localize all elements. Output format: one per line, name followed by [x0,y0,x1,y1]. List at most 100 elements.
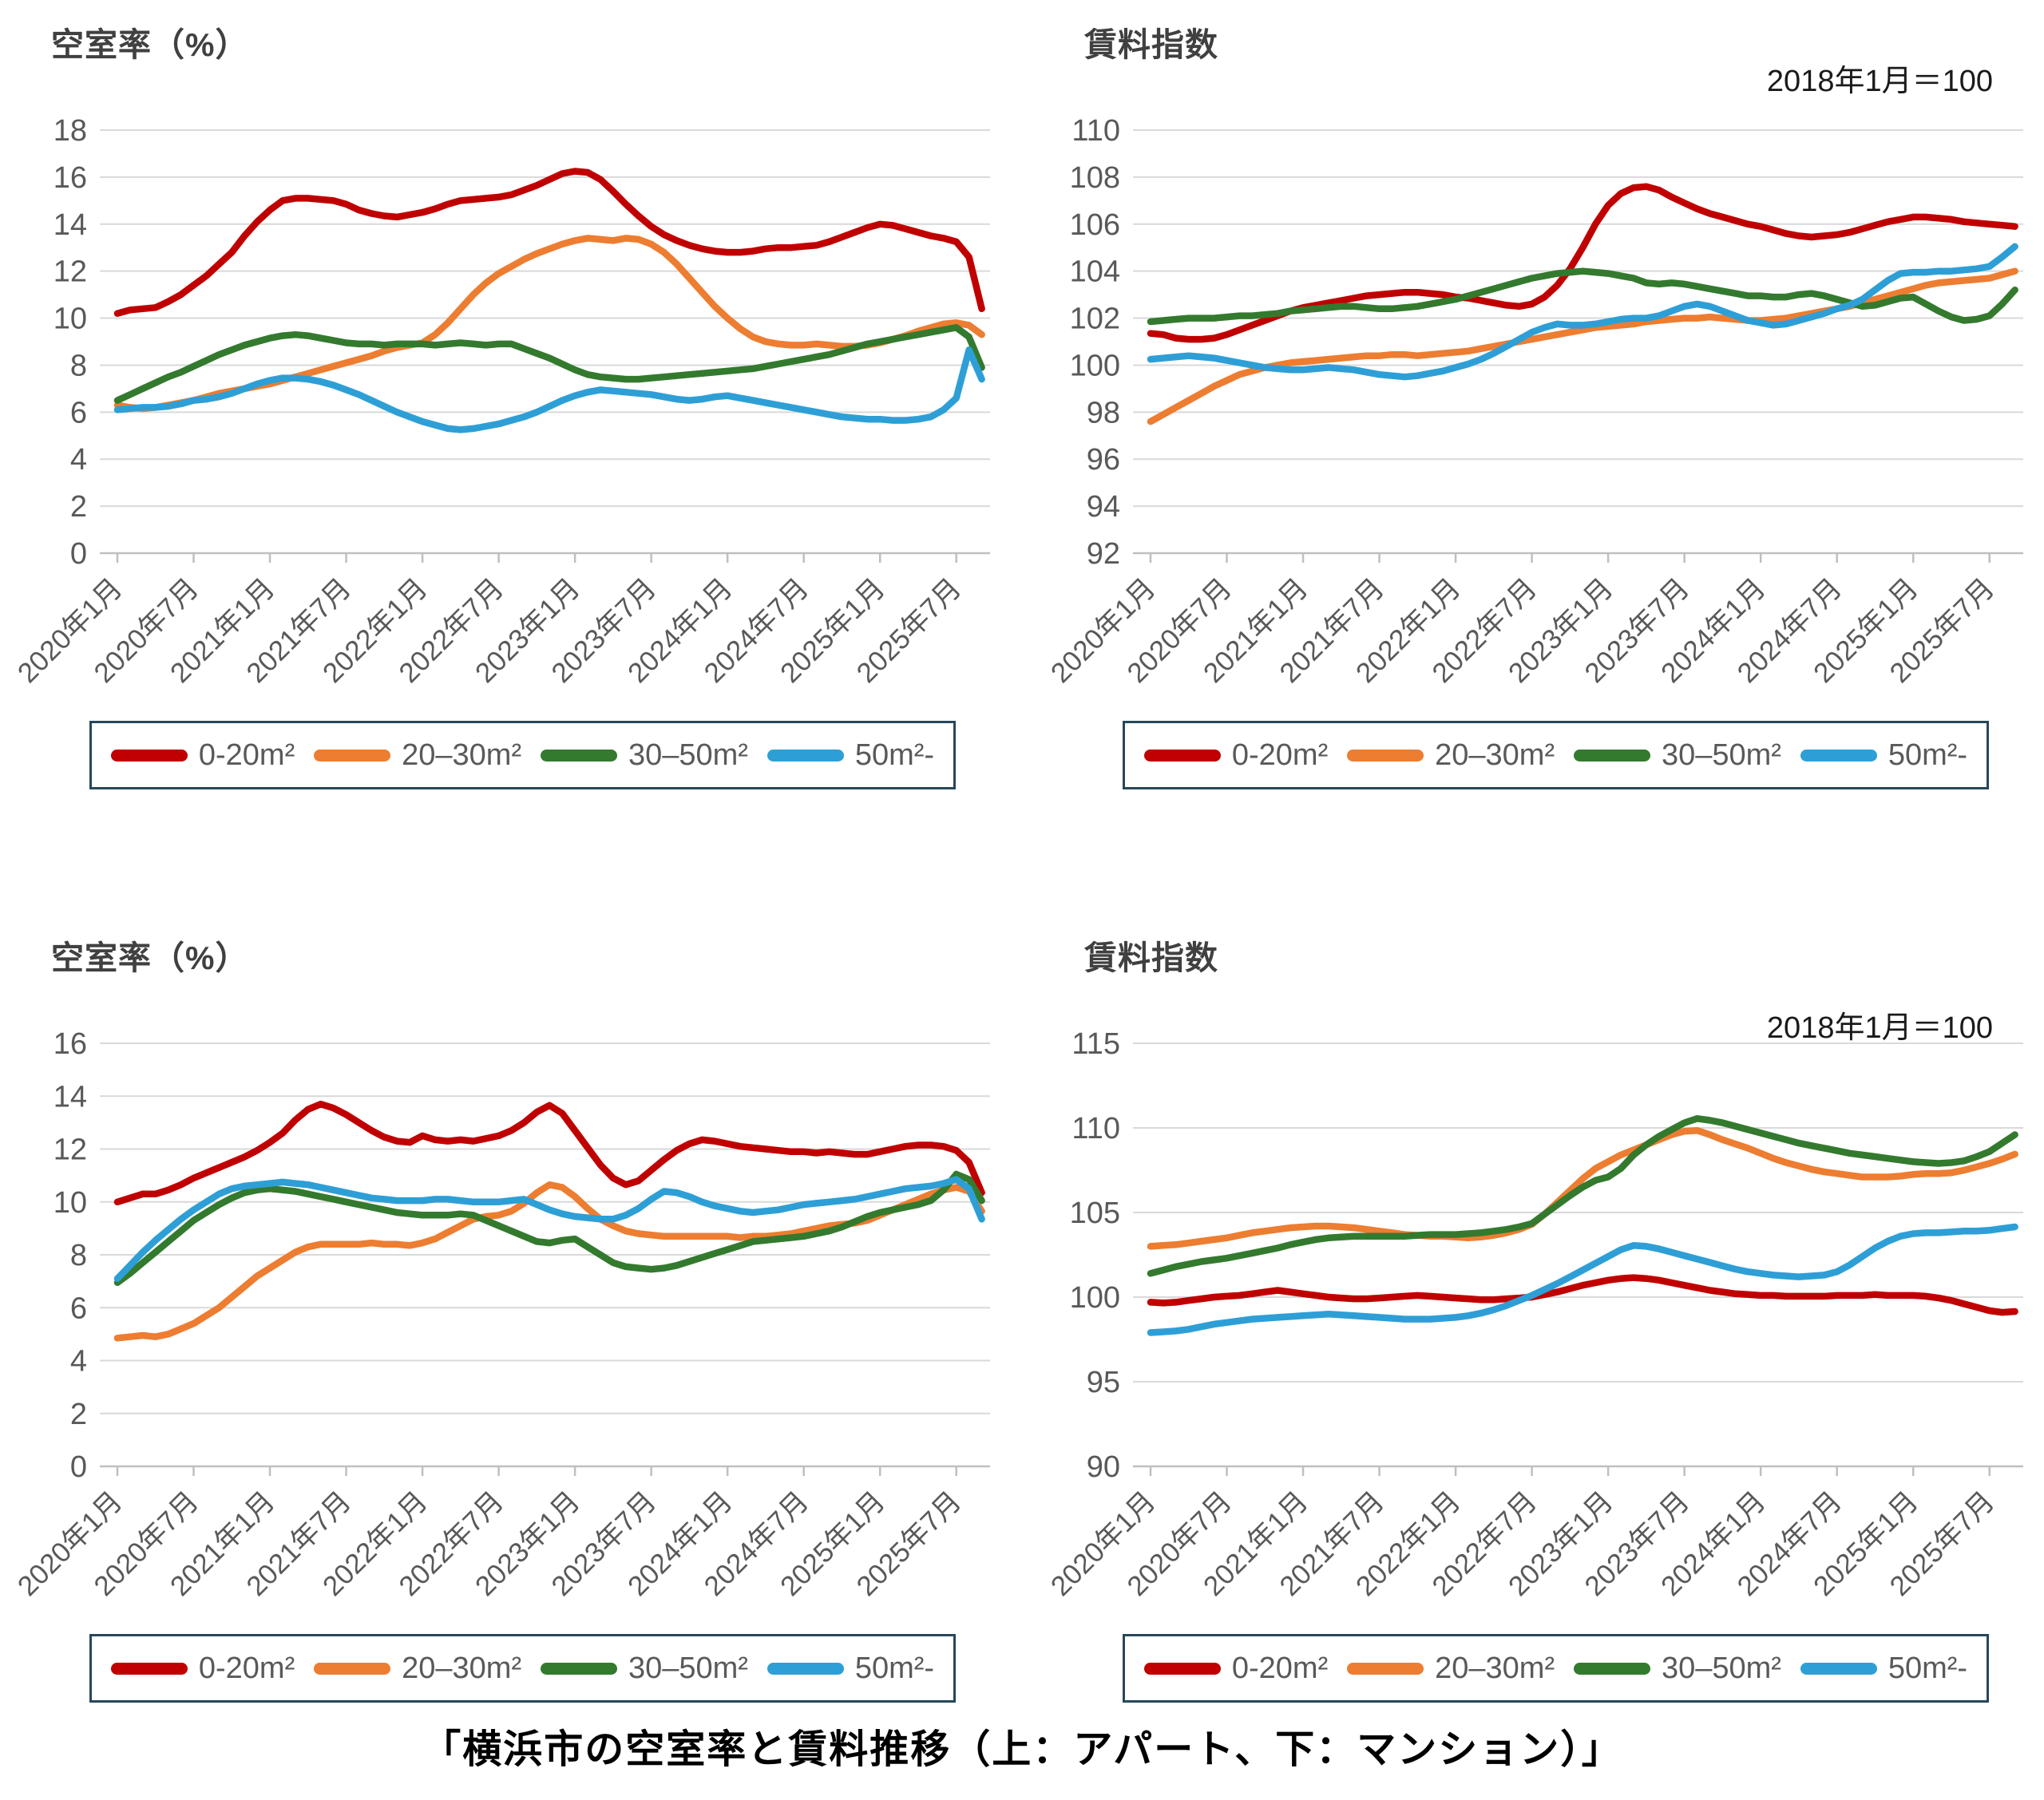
y-axis-tick-label: 2 [70,1398,87,1431]
legend-swatch-green [1573,1662,1650,1675]
y-axis-tick-label: 94 [1087,490,1120,524]
series-line-50m²- [113,1176,985,1283]
legend-label: 20–30m² [402,1651,522,1685]
series-line-0-20m² [113,1100,985,1206]
series-line-50m²- [1147,1223,2018,1336]
legend-label: 50m²- [1888,738,1968,772]
legend-swatch-orange [1347,1662,1424,1675]
legend-item-20–30m²: 20–30m² [1347,1652,1555,1686]
y-axis-tick-label: 102 [1070,303,1120,336]
legend-item-0-20m²: 0-20m² [110,1651,295,1686]
series-line-30–50m² [113,324,985,404]
legend-label: 20–30m² [402,738,522,772]
legend-label: 30–50m² [1661,738,1781,772]
y-axis-tick-label: 16 [53,1027,87,1061]
legend-item-20–30m²: 20–30m² [314,738,521,773]
chart-title-mansion-vacancy: 空室率（%） [51,940,249,976]
legend-item-0-20m²: 0-20m² [110,738,295,773]
legend-swatch-red [110,749,188,762]
y-axis-tick-label: 12 [53,1133,87,1167]
series-line-0-20m² [113,168,985,317]
chart-title-apartment-rent: 賃料指数 [1084,26,1218,63]
y-axis-tick-label: 92 [1087,537,1120,571]
series-line-50m²- [113,346,985,433]
legend-label: 0-20m² [1231,738,1329,772]
y-axis-tick-label: 8 [70,349,87,382]
series-line-20–30m² [1147,1126,2018,1250]
mansion-rent-plot: 90951001051101152020年1月2020年7月2021年1月202… [1045,1027,2023,1602]
series-line-20–30m² [1147,267,2018,425]
y-axis-tick-label: 6 [70,396,87,429]
y-axis-tick-label: 14 [53,208,87,242]
y-axis-tick-label: 110 [1072,1112,1120,1145]
panel-mansion-vacancy: 空室率（%） 0 2 4 6 8 10 12 14 16 2020年1月 2020年7月 2021年1… [10,920,1008,1726]
y-axis-tick-label: 4 [70,443,87,477]
legend-item-50m²-: 50m²- [1800,738,1967,773]
legend-label: 0-20m² [198,738,295,772]
y-axis-tick-label: 90 [1087,1450,1120,1484]
legend-apartment-vacancy: 0-20m² 20–30m² 30–50m² 50m²- [89,721,956,789]
y-axis-tick-label: 105 [1070,1197,1120,1230]
y-axis-tick-label: 96 [1087,443,1120,477]
legend-label: 50m²- [854,738,935,772]
legend-swatch-green [540,749,617,762]
legend-item-30–50m²: 30–50m² [540,1651,748,1686]
y-axis-tick-label: 14 [53,1080,87,1114]
series-line-0-20m² [1147,1274,2018,1316]
legend-swatch-blue [1800,749,1877,762]
y-axis-tick-label: 10 [53,303,87,336]
y-axis-tick-label: 10 [53,1186,87,1220]
y-axis-tick-label: 4 [70,1345,87,1379]
y-axis-tick-label: 100 [1070,1281,1120,1315]
y-axis-tick-label: 104 [1070,255,1120,289]
y-axis-tick-label: 12 [53,255,87,289]
legend-label: 50m²- [854,1651,935,1685]
y-axis-tick-label: 98 [1087,396,1120,429]
legend-item-50m²-: 50m²- [766,1651,935,1686]
legend-label: 20–30m² [1435,1651,1555,1685]
legend-item-20–30m²: 20–30m² [1347,738,1555,773]
legend-swatch-blue [1800,1662,1877,1675]
legend-item-0-20m²: 0-20m² [1143,738,1329,773]
legend-label: 50m²- [1888,1651,1968,1685]
series-line-30–50m² [113,1170,985,1287]
panel-apartment-vacancy: 空室率（%） 0 2 4 6 8 10 12 14 16 18 2020年1月 2020年7月 2021… [10,6,1008,813]
legend-swatch-green [540,1662,617,1675]
legend-label: 0-20m² [198,1651,295,1685]
legend-item-0-20m²: 0-20m² [1143,1652,1328,1686]
y-axis-tick-label: 0 [70,537,87,571]
apartment-rent-plot: 929496981001021041061081102020年1月2020年7月… [1045,114,2023,689]
y-axis-tick-label: 106 [1070,208,1120,242]
y-axis-tick-label: 108 [1070,161,1120,195]
y-axis-tick-label: 115 [1072,1027,1120,1061]
legend-item-50m²-: 50m²- [1800,1652,1967,1686]
y-axis-tick-label: 8 [70,1239,87,1272]
series-line-30–50m² [1147,1115,2018,1277]
legend-item-30–50m²: 30–50m² [1573,738,1781,773]
legend-label: 30–50m² [1661,1651,1781,1685]
series-line-20–30m² [113,235,985,413]
y-axis-tick-label: 110 [1072,114,1120,148]
panel-mansion-rent-index: 賃料指数 2018年1月＝100 90 95 100 105 110 115 2020年1月… [1043,920,2041,1726]
chart-title-apartment-vacancy: 空室率（%） [51,26,249,63]
y-axis-tick-label: 0 [70,1450,87,1484]
chart-title-mansion-rent: 賃料指数 [1084,940,1218,976]
legend-item-50m²-: 50m²- [766,738,935,773]
legend-swatch-red [1143,749,1221,762]
legend-label: 20–30m² [1435,738,1555,772]
series-line-30–50m² [1147,267,2018,326]
legend-item-20–30m²: 20–30m² [314,1652,521,1686]
legend-label: 30–50m² [628,738,748,772]
base-index-note-mansion: 2018年1月＝100 [1766,1011,1993,1045]
legend-swatch-orange [314,1662,391,1675]
legend-swatch-blue [766,749,844,762]
legend-swatch-orange [1347,749,1424,762]
legend-item-30–50m²: 30–50m² [540,738,748,773]
legend-swatch-red [110,1662,188,1675]
base-index-note-apartment: 2018年1月＝100 [1766,65,1993,98]
legend-item-30–50m²: 30–50m² [1573,1651,1781,1686]
legend-swatch-green [1573,749,1650,762]
legend-mansion-rent: 0-20m² 20–30m² 30–50m² 50m²- [1123,1634,1989,1703]
legend-label: 30–50m² [628,1651,748,1685]
legend-mansion-vacancy: 0-20m² 20–30m² 30–50m² 50m²- [89,1634,956,1703]
